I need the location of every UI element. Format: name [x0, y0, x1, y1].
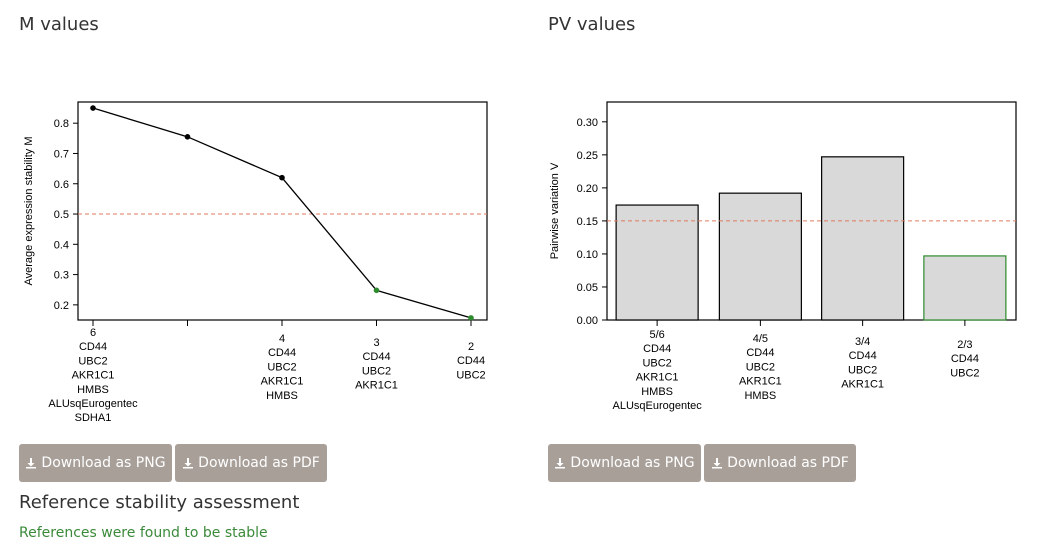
- y-tick-label: 0.30: [577, 117, 598, 129]
- y-axis-label: Average expression stability M: [23, 137, 35, 286]
- bar: [615, 204, 699, 321]
- pv-values-title: PV values: [548, 14, 636, 35]
- x-gene-label: HMBS: [641, 386, 673, 398]
- data-point: [468, 315, 474, 321]
- y-tick-label: 0.2: [54, 300, 69, 312]
- download-icon: [26, 458, 37, 469]
- m-download-pdf-label: Download as PDF: [198, 455, 320, 471]
- x-gene-label: AKR1C1: [72, 370, 115, 382]
- x-gene-label: CD44: [849, 350, 877, 362]
- bar: [821, 156, 905, 321]
- x-tick-label: 4: [279, 333, 285, 345]
- y-tick-label: 0.05: [577, 282, 598, 294]
- pv-values-chart: 0.00 0.05 0.10 0.15 0.20 0.25 0.30 Pairwise var…: [549, 101, 1017, 412]
- m-download-pdf-button[interactable]: Download as PDF: [175, 444, 327, 482]
- x-gene-label: UBC2: [267, 361, 296, 373]
- x-gene-label: CD44: [268, 347, 296, 359]
- download-icon: [555, 458, 566, 469]
- y-tick-label: 0.00: [577, 315, 598, 327]
- bar: [718, 192, 802, 321]
- x-tick-label: 4/5: [753, 333, 768, 345]
- x-gene-label: HMBS: [744, 390, 776, 402]
- x-tick-label: 2: [468, 341, 474, 353]
- m-values-chart: 0.2 0.3 0.4 0.5 0.6 0.7 0.8 Average expression …: [23, 101, 488, 424]
- x-gene-label: CD44: [457, 355, 485, 367]
- y-tick-label: 0.15: [577, 216, 598, 228]
- data-point: [279, 174, 285, 181]
- x-gene-label: CD44: [79, 341, 107, 353]
- x-tick-label: 2/3: [957, 339, 972, 351]
- y-tick-label: 0.25: [577, 150, 598, 162]
- plot-frame: [606, 101, 1017, 321]
- m-download-png-label: Download as PNG: [41, 455, 166, 471]
- y-tick-label: 0.6: [54, 179, 69, 191]
- bar: [923, 255, 1007, 321]
- pv-download-pdf-button[interactable]: Download as PDF: [704, 444, 856, 482]
- download-icon: [183, 458, 194, 469]
- x-gene-label: UBC2: [746, 361, 775, 373]
- x-gene-label: ALUsqEurogentec: [48, 398, 138, 410]
- x-tick-label: 6: [90, 327, 96, 339]
- y-tick-label: 0.3: [54, 270, 69, 282]
- x-gene-label: AKR1C1: [355, 380, 398, 392]
- y-tick-label: 0.20: [577, 183, 598, 195]
- x-gene-label: UBC2: [950, 367, 979, 379]
- x-gene-label: UBC2: [456, 369, 485, 381]
- x-gene-label: UBC2: [848, 364, 877, 376]
- x-tick-label: 5/6: [649, 329, 664, 341]
- x-gene-label: AKR1C1: [841, 379, 884, 391]
- m-series-line: [92, 107, 472, 319]
- x-gene-label: CD44: [951, 353, 979, 365]
- x-gene-label: HMBS: [266, 390, 298, 402]
- x-gene-label: UBC2: [362, 365, 391, 377]
- pv-download-png-label: Download as PNG: [570, 455, 695, 471]
- x-gene-label: UBC2: [642, 357, 671, 369]
- y-tick-label: 0.10: [577, 249, 598, 261]
- download-icon: [712, 458, 723, 469]
- stability-status: References were found to be stable: [19, 525, 268, 541]
- x-tick-label: 3/4: [855, 336, 870, 348]
- data-point: [373, 287, 380, 294]
- x-gene-label: UBC2: [78, 355, 107, 367]
- x-gene-label: AKR1C1: [739, 376, 782, 388]
- x-gene-label: HMBS: [77, 384, 109, 396]
- y-axis-label: Pairwise variation V: [549, 162, 561, 259]
- x-gene-label: CD44: [643, 343, 671, 355]
- x-gene-label: CD44: [362, 351, 390, 363]
- x-gene-label: ALUsqEurogentec: [612, 400, 702, 412]
- stability-assessment-title: Reference stability assessment: [19, 492, 300, 513]
- x-gene-label: AKR1C1: [636, 372, 679, 384]
- y-tick-label: 0.8: [54, 118, 69, 130]
- plot-frame: [77, 101, 488, 321]
- pv-download-png-button[interactable]: Download as PNG: [548, 444, 701, 482]
- x-gene-label: CD44: [746, 347, 774, 359]
- m-download-png-button[interactable]: Download as PNG: [19, 444, 172, 482]
- y-tick-label: 0.7: [54, 148, 69, 160]
- m-values-title: M values: [19, 14, 99, 35]
- pv-download-pdf-label: Download as PDF: [727, 455, 849, 471]
- y-tick-label: 0.5: [54, 209, 69, 221]
- x-tick-label: 3: [373, 337, 379, 349]
- data-point: [184, 134, 191, 140]
- x-gene-label: AKR1C1: [261, 376, 304, 388]
- data-point: [90, 105, 96, 111]
- y-tick-label: 0.4: [54, 239, 69, 251]
- x-gene-label: SDHA1: [75, 412, 112, 424]
